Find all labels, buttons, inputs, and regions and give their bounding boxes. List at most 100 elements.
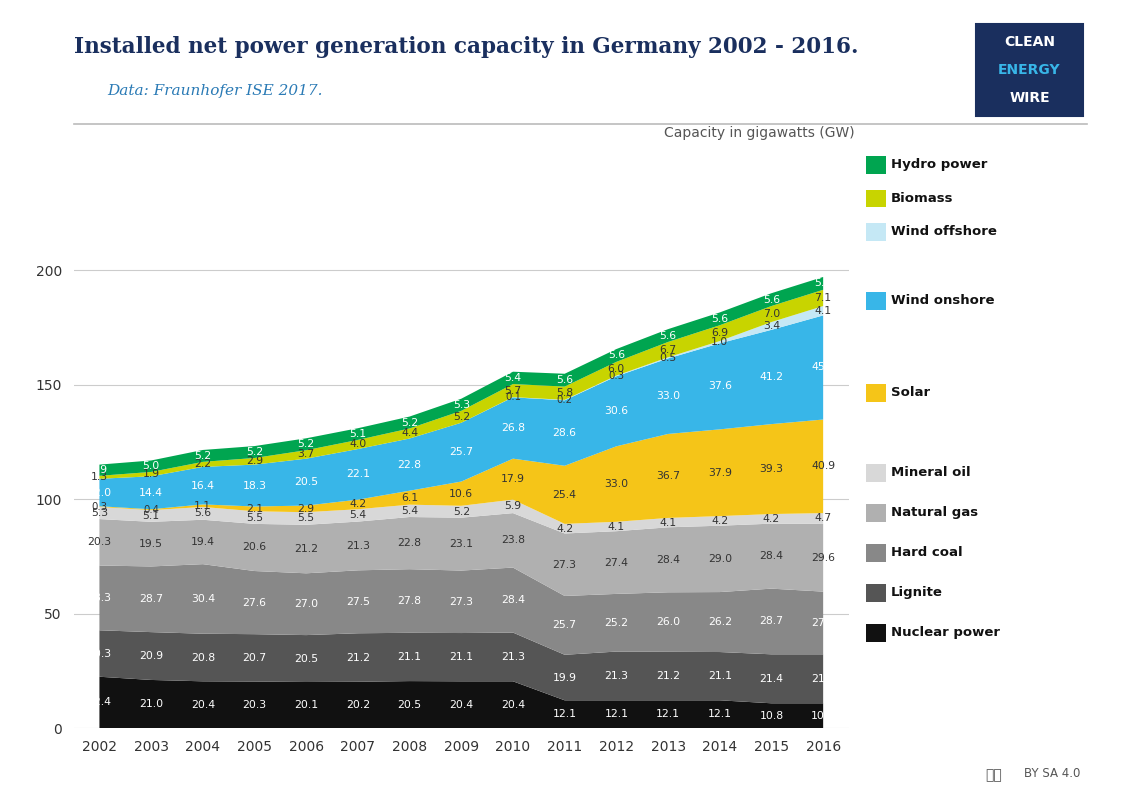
Text: 10.8: 10.8 (760, 710, 783, 721)
Text: 4.2: 4.2 (711, 516, 728, 526)
Text: 1.3: 1.3 (91, 472, 108, 482)
Text: 30.6: 30.6 (604, 406, 628, 416)
Text: 5.2: 5.2 (298, 439, 315, 450)
Text: Lignite: Lignite (891, 586, 943, 599)
Text: 26.2: 26.2 (708, 617, 731, 627)
Text: 5.4: 5.4 (401, 506, 418, 516)
Text: 5.2: 5.2 (401, 418, 418, 427)
Text: 22.1: 22.1 (346, 470, 370, 479)
Text: 3.7: 3.7 (298, 450, 315, 459)
Text: 5.6: 5.6 (763, 294, 780, 305)
Text: 39.3: 39.3 (760, 464, 783, 474)
Text: 20.4: 20.4 (191, 700, 215, 710)
Text: 20.9: 20.9 (139, 651, 163, 661)
Text: 1.9: 1.9 (143, 469, 160, 479)
Text: 4.9: 4.9 (91, 466, 108, 475)
Text: 5.5: 5.5 (298, 514, 315, 523)
Text: 5.1: 5.1 (350, 429, 367, 439)
Text: 20.3: 20.3 (87, 649, 111, 658)
Text: 0.5: 0.5 (660, 353, 677, 363)
Text: 2.2: 2.2 (195, 459, 212, 470)
Text: 23.1: 23.1 (449, 539, 473, 549)
Text: 21.2: 21.2 (657, 671, 680, 681)
Text: Mineral oil: Mineral oil (891, 466, 970, 479)
Text: 5.2: 5.2 (195, 451, 212, 461)
Text: 0.2: 0.2 (557, 395, 573, 405)
Text: 30.4: 30.4 (191, 594, 215, 604)
Text: Installed net power generation capacity in Germany 2002 - 2016.: Installed net power generation capacity … (74, 36, 858, 58)
Text: 4.2: 4.2 (763, 514, 780, 524)
Text: 0.4: 0.4 (143, 505, 160, 514)
Text: 20.7: 20.7 (242, 653, 266, 663)
Text: 21.3: 21.3 (604, 671, 628, 681)
Text: 12.1: 12.1 (552, 709, 576, 719)
Text: 27.8: 27.8 (397, 596, 421, 606)
Text: 19.5: 19.5 (139, 539, 163, 549)
Text: Biomass: Biomass (891, 192, 953, 205)
Text: 22.8: 22.8 (397, 460, 421, 470)
Text: 4.2: 4.2 (350, 499, 367, 510)
Text: 5.6: 5.6 (660, 330, 677, 341)
Text: 5.6: 5.6 (195, 508, 212, 518)
Text: 20.5: 20.5 (294, 477, 318, 487)
Text: 26.0: 26.0 (657, 617, 680, 627)
Text: 2.1: 2.1 (246, 504, 263, 514)
Text: 45.5: 45.5 (812, 362, 835, 373)
Text: 28.7: 28.7 (139, 594, 163, 604)
Text: 41.2: 41.2 (760, 372, 783, 382)
Text: 25.7: 25.7 (552, 620, 576, 630)
Text: 19.9: 19.9 (552, 673, 576, 682)
Text: 5.6: 5.6 (608, 350, 625, 361)
Text: 28.4: 28.4 (760, 551, 783, 561)
Text: 5.5: 5.5 (246, 513, 263, 522)
Text: 27.6: 27.6 (242, 598, 266, 607)
Text: 4.0: 4.0 (350, 439, 367, 450)
Text: 21.2: 21.2 (346, 653, 370, 662)
Text: 4.2: 4.2 (556, 524, 573, 534)
Text: Wind onshore: Wind onshore (891, 294, 994, 307)
Text: 21.3: 21.3 (501, 652, 525, 662)
Text: 7.1: 7.1 (815, 293, 832, 303)
Text: 0.1: 0.1 (505, 392, 521, 402)
Text: 27.5: 27.5 (346, 597, 370, 606)
Text: 20.3: 20.3 (87, 538, 111, 547)
Text: 5.4: 5.4 (350, 510, 367, 521)
Text: Wind offshore: Wind offshore (891, 226, 997, 238)
Text: 5.1: 5.1 (143, 511, 160, 521)
Text: 21.1: 21.1 (397, 652, 421, 662)
Text: 5.9: 5.9 (505, 502, 522, 511)
Text: 26.8: 26.8 (501, 423, 525, 433)
Text: 5.3: 5.3 (91, 508, 108, 518)
Text: 4.1: 4.1 (608, 522, 625, 531)
Text: Nuclear power: Nuclear power (891, 626, 1000, 639)
Text: 28.4: 28.4 (501, 595, 525, 605)
Text: 19.4: 19.4 (191, 537, 215, 547)
Text: 5.2: 5.2 (453, 506, 470, 517)
Text: 21.4: 21.4 (812, 674, 835, 684)
Text: 40.9: 40.9 (812, 462, 835, 471)
Text: 29.0: 29.0 (708, 554, 731, 564)
Text: 25.4: 25.4 (552, 490, 576, 500)
Text: 4.4: 4.4 (401, 429, 418, 438)
Text: Hard coal: Hard coal (891, 546, 962, 559)
Text: 5.4: 5.4 (505, 373, 522, 383)
Text: CLEAN: CLEAN (1004, 35, 1055, 50)
Text: 21.3: 21.3 (346, 541, 370, 551)
Text: 28.6: 28.6 (552, 428, 576, 438)
Text: 16.4: 16.4 (191, 481, 215, 490)
Text: 21.2: 21.2 (294, 544, 318, 554)
Text: 20.3: 20.3 (242, 700, 266, 710)
Text: 5.6: 5.6 (711, 314, 728, 324)
Text: 12.0: 12.0 (87, 487, 111, 498)
Text: 5.0: 5.0 (143, 462, 160, 471)
Text: ⒸⒸ: ⒸⒸ (985, 768, 1002, 782)
Text: 25.7: 25.7 (449, 447, 473, 457)
Text: Solar: Solar (891, 386, 931, 399)
Text: 10.8: 10.8 (812, 710, 835, 721)
Text: 37.9: 37.9 (708, 468, 731, 478)
Text: 4.1: 4.1 (660, 518, 677, 528)
Text: 5.7: 5.7 (505, 386, 522, 395)
Text: 28.7: 28.7 (760, 617, 783, 626)
Text: 21.4: 21.4 (760, 674, 783, 684)
Text: Natural gas: Natural gas (891, 506, 978, 519)
